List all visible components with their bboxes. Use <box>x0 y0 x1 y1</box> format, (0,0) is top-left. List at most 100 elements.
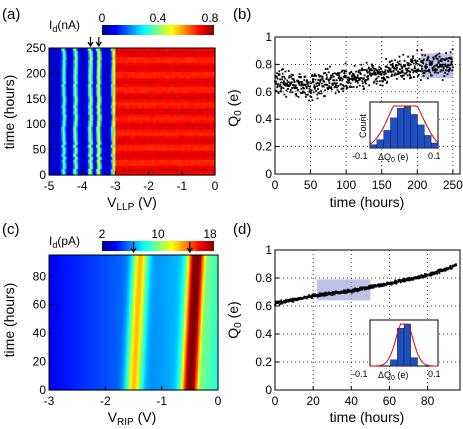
heatmap-cell <box>163 54 166 58</box>
heatmap-cell <box>199 81 203 85</box>
heatmap-cell <box>100 135 103 140</box>
heatmap-cell <box>183 153 186 158</box>
heatmap-cell <box>116 66 120 70</box>
heatmap-cell <box>178 144 181 149</box>
heatmap-cell <box>138 54 141 58</box>
heatmap-cell <box>125 72 129 76</box>
heatmap-cell <box>178 117 181 122</box>
heatmap-cell <box>172 102 175 107</box>
heatmap-cell <box>187 90 190 94</box>
heatmap-cell <box>95 93 98 97</box>
heatmap-cell <box>56 138 59 143</box>
heatmap-cell <box>122 147 126 152</box>
data-point <box>351 75 354 78</box>
heatmap-cell <box>50 150 53 155</box>
heatmap-cell <box>207 141 210 146</box>
heatmap-cell <box>70 120 73 125</box>
heatmap-cell <box>79 105 82 110</box>
heatmap-cell <box>127 147 130 152</box>
heatmap-cell <box>100 99 103 104</box>
heatmap-cell <box>127 108 130 113</box>
heatmap-cell <box>104 171 107 176</box>
heatmap-cell <box>53 117 56 122</box>
heatmap-cell <box>98 105 101 110</box>
heatmap-cell <box>201 132 204 137</box>
heatmap-cell <box>103 162 106 167</box>
heatmap-cell <box>196 72 199 76</box>
heatmap-cell <box>104 153 107 158</box>
heatmap-cell <box>204 153 207 158</box>
heatmap-cell <box>116 153 120 158</box>
heatmap-cell <box>211 96 215 101</box>
heatmap-cell <box>196 96 199 101</box>
heatmap-cell <box>112 111 115 116</box>
heatmap-cell <box>157 138 160 143</box>
heatmap-cell <box>154 48 157 52</box>
heatmap-cell <box>128 171 132 176</box>
heatmap-cell <box>95 72 98 76</box>
heatmap-cell <box>165 171 168 176</box>
heatmap-cell <box>202 153 206 158</box>
heatmap-cell <box>145 126 148 131</box>
panel-a: (a) Id(nA) 0 0.4 0.8 -5 -4 -3 -2 -1 0 0501001… <box>1 6 219 213</box>
heatmap-cell <box>169 108 172 113</box>
heatmap-cell <box>109 54 112 58</box>
heatmap-cell <box>195 48 198 52</box>
heatmap-cell <box>125 87 129 91</box>
heatmap-cell <box>193 138 196 143</box>
heatmap-cell <box>80 66 83 70</box>
heatmap-cell <box>172 150 175 155</box>
heatmap-cell <box>157 123 160 128</box>
heatmap-cell <box>165 99 168 104</box>
heatmap-cell <box>58 99 61 104</box>
heatmap-cell <box>150 87 153 91</box>
data-point <box>288 81 291 84</box>
heatmap-cell <box>159 165 162 170</box>
heatmap-cell <box>157 126 160 131</box>
heatmap-cell <box>171 102 174 107</box>
heatmap-cell <box>62 54 65 58</box>
heatmap-cell <box>147 111 150 116</box>
heatmap-cell <box>181 135 184 140</box>
data-point <box>281 78 284 81</box>
heatmap-cell <box>125 57 129 61</box>
heatmap-cell <box>184 51 187 55</box>
heatmap-cell <box>67 48 70 52</box>
heatmap-cell <box>150 150 153 155</box>
heatmap-cell <box>59 126 62 131</box>
heatmap-cell <box>205 60 209 64</box>
heatmap-cell <box>178 108 181 113</box>
heatmap-cell <box>97 171 100 176</box>
data-point <box>282 81 285 84</box>
heatmap-cell <box>168 168 171 173</box>
heatmap-cell <box>58 147 61 152</box>
heatmap-cell <box>112 96 115 101</box>
heatmap-cell <box>168 153 171 158</box>
data-point <box>352 75 355 77</box>
heatmap-cell <box>205 84 209 88</box>
heatmap-cell <box>186 129 189 134</box>
heatmap-cell <box>121 96 124 101</box>
heatmap-cell <box>193 132 196 137</box>
heatmap-cell <box>198 120 201 125</box>
heatmap-cell <box>92 54 95 58</box>
heatmap-cell <box>73 141 76 146</box>
heatmap-cell <box>148 147 151 152</box>
heatmap-cell <box>121 48 124 52</box>
heatmap-cell <box>53 168 56 173</box>
heatmap-cell <box>68 60 71 64</box>
heatmap-cell <box>61 135 64 140</box>
heatmap-cell <box>71 108 74 113</box>
data-point <box>281 72 284 75</box>
heatmap-cell <box>95 75 98 79</box>
heatmap-cell <box>77 102 80 107</box>
heatmap-cell <box>193 81 196 85</box>
heatmap-cell <box>97 132 100 137</box>
heatmap-cell <box>71 114 74 119</box>
heatmap-cell <box>119 132 123 137</box>
heatmap-cell <box>162 138 165 143</box>
panel-a-xlabel: VLLP (V) <box>107 194 157 213</box>
heatmap-cell <box>159 147 162 152</box>
heatmap-cell <box>97 150 100 155</box>
heatmap-cell <box>172 114 175 119</box>
